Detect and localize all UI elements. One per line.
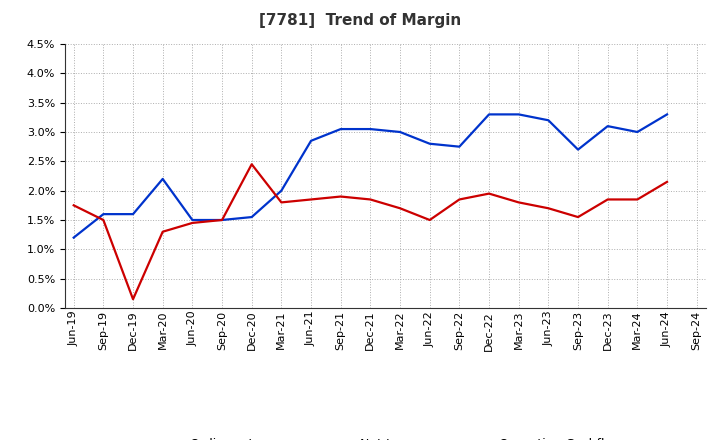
Ordinary Income [277, 188, 286, 193]
Ordinary Income [248, 214, 256, 220]
Operating Cashflow [485, 179, 493, 184]
Ordinary Income [662, 112, 671, 117]
Net Income [99, 217, 108, 223]
Net Income [574, 214, 582, 220]
Operating Cashflow [129, 220, 138, 226]
Ordinary Income [455, 144, 464, 149]
Net Income [307, 197, 315, 202]
Ordinary Income [69, 235, 78, 240]
Line: Operating Cashflow: Operating Cashflow [73, 79, 667, 255]
Operating Cashflow [662, 138, 671, 143]
Ordinary Income [336, 126, 345, 132]
Ordinary Income [633, 129, 642, 135]
Operating Cashflow [366, 226, 374, 231]
Ordinary Income [188, 217, 197, 223]
Net Income [129, 297, 138, 302]
Ordinary Income [307, 138, 315, 143]
Ordinary Income [485, 112, 493, 117]
Ordinary Income [544, 117, 553, 123]
Operating Cashflow [544, 179, 553, 184]
Legend: Ordinary Income, Net Income, Operating Cashflow: Ordinary Income, Net Income, Operating C… [143, 433, 627, 440]
Operating Cashflow [69, 144, 78, 149]
Operating Cashflow [188, 182, 197, 187]
Net Income [366, 197, 374, 202]
Net Income [455, 197, 464, 202]
Net Income [662, 179, 671, 184]
Ordinary Income [158, 176, 167, 182]
Ordinary Income [603, 124, 612, 129]
Net Income [544, 205, 553, 211]
Net Income [603, 197, 612, 202]
Ordinary Income [426, 141, 434, 147]
Net Income [426, 217, 434, 223]
Net Income [158, 229, 167, 235]
Operating Cashflow [426, 253, 434, 258]
Line: Net Income: Net Income [73, 164, 667, 299]
Ordinary Income [366, 126, 374, 132]
Line: Ordinary Income: Ordinary Income [73, 114, 667, 238]
Ordinary Income [99, 212, 108, 217]
Ordinary Income [217, 217, 226, 223]
Ordinary Income [396, 129, 405, 135]
Net Income [188, 220, 197, 226]
Net Income [485, 191, 493, 196]
Ordinary Income [574, 147, 582, 152]
Net Income [69, 203, 78, 208]
Operating Cashflow [603, 176, 612, 182]
Net Income [514, 200, 523, 205]
Ordinary Income [514, 112, 523, 117]
Ordinary Income [129, 212, 138, 217]
Net Income [277, 200, 286, 205]
Net Income [336, 194, 345, 199]
Net Income [248, 161, 256, 167]
Operating Cashflow [248, 80, 256, 85]
Net Income [633, 197, 642, 202]
Operating Cashflow [307, 77, 315, 82]
Net Income [217, 217, 226, 223]
Text: [7781]  Trend of Margin: [7781] Trend of Margin [259, 13, 461, 28]
Net Income [396, 205, 405, 211]
